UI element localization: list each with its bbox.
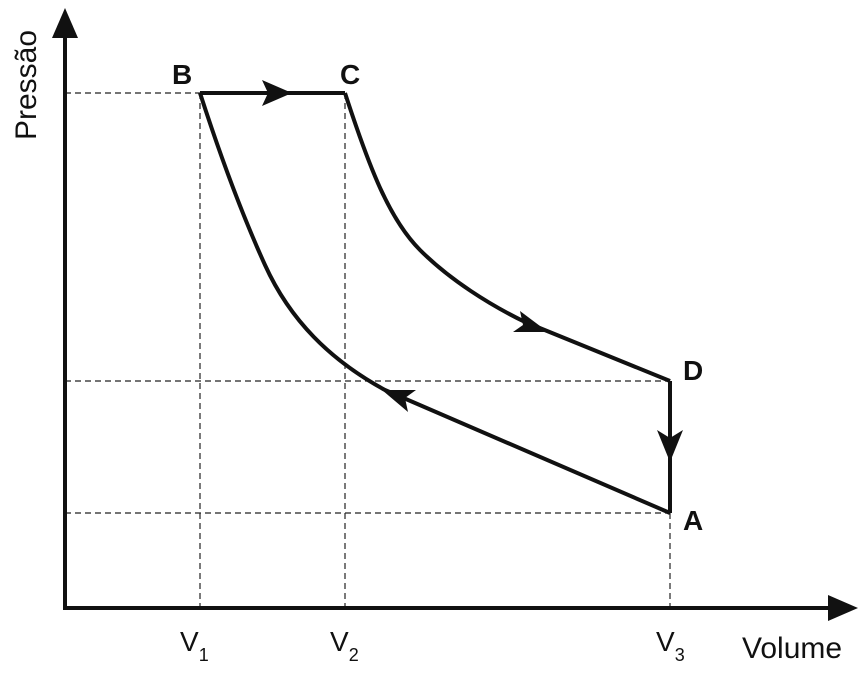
x-arrow	[828, 595, 858, 621]
arrow-cd	[513, 311, 548, 332]
x-axis-label: Volume	[742, 632, 842, 665]
volume-sub: 3	[675, 645, 685, 665]
volume-sub: 2	[349, 645, 359, 665]
volume-label: V1	[180, 626, 209, 665]
process-ab	[198, 92, 671, 515]
volume-base: V	[180, 626, 199, 657]
cycle	[198, 80, 683, 515]
volume-base: V	[330, 626, 349, 657]
volume-base: V	[656, 626, 675, 657]
point-label: D	[683, 355, 703, 386]
volume-sub: 1	[199, 645, 209, 665]
volume-label: V2	[330, 626, 359, 665]
arrow-ab	[382, 390, 416, 412]
y-arrow	[52, 8, 78, 38]
point-label: C	[340, 59, 360, 90]
arrow-da	[657, 430, 683, 462]
y-axis-label: Pressão	[10, 30, 43, 140]
point-label: B	[172, 59, 192, 90]
guides	[65, 92, 671, 608]
arrow-bc	[262, 80, 292, 106]
process-cd	[343, 92, 671, 383]
volume-label: V3	[656, 626, 685, 665]
dashed-lines	[65, 92, 671, 608]
axes	[52, 8, 858, 621]
point-label: A	[683, 505, 703, 536]
